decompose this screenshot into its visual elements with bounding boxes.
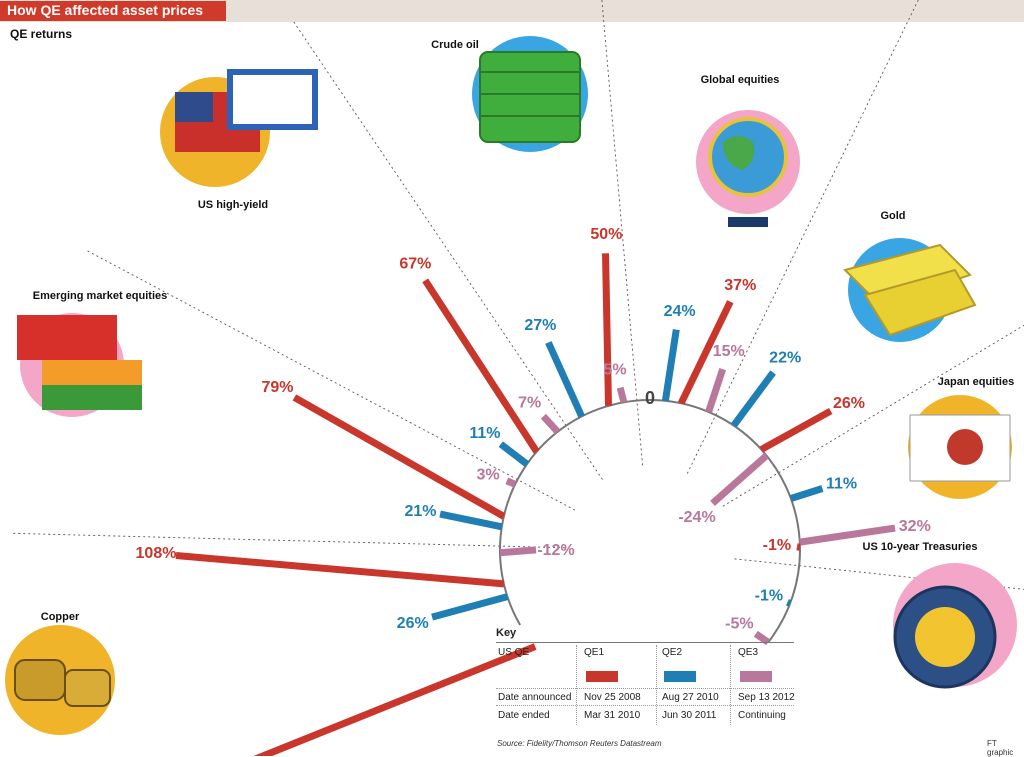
key-qe3-announced: Sep 13 2012 xyxy=(738,692,795,703)
value-label-us-10-year-treasuries-qe3: -5% xyxy=(725,615,753,632)
value-label-global-equities-qe1: 50% xyxy=(590,226,622,243)
key-qe3-name: QE3 xyxy=(738,647,759,658)
value-label-us-high-yield-qe1: 79% xyxy=(261,379,293,396)
bar-us-10-year-treasuries-qe1 xyxy=(796,543,801,551)
zero-label: 0 xyxy=(645,388,655,408)
value-label-us-10-year-treasuries-qe2: -1% xyxy=(755,588,783,605)
key-qe2-announced: Aug 27 2010 xyxy=(662,692,719,703)
value-label-gold-qe1: 37% xyxy=(724,277,756,294)
key-qe2-swatch xyxy=(664,671,696,682)
treasury-seal-icon xyxy=(893,563,1017,689)
bar-us-10-year-treasuries-qe3 xyxy=(753,630,771,646)
category-label-us-high-yield: US high-yield xyxy=(198,199,268,211)
category-label-emerging-market-equities: Emerging market equities xyxy=(33,290,168,302)
credit-note: FT graphic xyxy=(987,739,1014,757)
key-qe3-swatch xyxy=(740,671,772,682)
category-label-japan-equities: Japan equities xyxy=(938,376,1014,388)
category-label-us-10-year-treasuries: US 10-year Treasuries xyxy=(863,541,978,553)
key-qe3-ended: Continuing xyxy=(738,710,786,721)
value-label-global-equities-qe3: 15% xyxy=(713,343,745,360)
value-label-gold-qe2: 22% xyxy=(769,350,801,367)
bar-copper-qe3 xyxy=(499,546,537,557)
key-panel: Key US QE Date announced Date ended QE1 … xyxy=(496,627,795,725)
value-label-gold-qe3: -24% xyxy=(678,509,715,526)
value-label-us-high-yield-qe2: 11% xyxy=(469,425,500,442)
japan-flag-icon xyxy=(908,395,1012,499)
category-label-crude-oil: Crude oil xyxy=(431,39,479,51)
key-qe1-swatch xyxy=(586,671,618,682)
value-label-crude-oil-qe2: 27% xyxy=(524,317,556,334)
bar-japan-equities-qe3 xyxy=(799,524,896,546)
value-label-japan-equities-qe1: 26% xyxy=(833,395,865,412)
us-greece-flags-icon xyxy=(160,69,318,187)
bar-crude-oil-qe1 xyxy=(422,278,540,454)
header-banner: How QE affected asset prices xyxy=(0,0,1024,22)
key-qe2-name: QE2 xyxy=(662,647,683,658)
bar-japan-equities-qe2 xyxy=(789,485,824,502)
divider-line xyxy=(84,249,576,511)
bar-gold-qe2 xyxy=(730,370,776,428)
bar-emerging-market-equities-qe3 xyxy=(505,477,517,488)
bar-crude-oil-qe3 xyxy=(616,386,628,404)
category-label-global-equities: Global equities xyxy=(701,74,780,86)
bar-us-10-year-treasuries-qe2 xyxy=(785,599,792,607)
value-label-japan-equities-qe3: 32% xyxy=(899,518,931,535)
page-title: How QE affected asset prices xyxy=(7,2,204,18)
value-label-us-high-yield-qe3: 7% xyxy=(518,395,541,412)
labels: Copper Emerging market equities US high-yi… xyxy=(33,39,1014,632)
bar-global-equities-qe2 xyxy=(661,329,680,402)
bar-copper-qe2 xyxy=(431,593,509,621)
oil-barrels-icon xyxy=(472,36,588,152)
bar-japan-equities-qe1 xyxy=(759,407,833,453)
value-label-us-10-year-treasuries-qe1: -1% xyxy=(763,537,791,554)
bar-emerging-market-equities-qe1 xyxy=(175,552,505,588)
bar-us-high-yield-qe3 xyxy=(540,413,561,435)
value-label-copper-qe3: -12% xyxy=(537,542,574,559)
key-qe1-name: QE1 xyxy=(584,647,605,658)
globe-icon xyxy=(696,110,800,227)
value-label-global-equities-qe2: 24% xyxy=(664,303,696,320)
bars xyxy=(175,253,896,756)
bar-gold-qe3 xyxy=(710,452,769,507)
zero-arc xyxy=(499,398,801,643)
value-label-copper-qe2: 26% xyxy=(397,615,429,632)
key-table: US QE Date announced Date ended QE1 Nov … xyxy=(496,642,795,725)
copper-fittings-icon xyxy=(5,625,115,735)
bar-us-high-yield-qe1 xyxy=(292,394,506,520)
bar-global-equities-qe3 xyxy=(705,368,727,413)
bar-copper-qe1 xyxy=(253,643,537,756)
key-qe1-ended: Mar 31 2010 xyxy=(584,710,641,721)
key-qe2-ended: Jun 30 2011 xyxy=(662,710,717,721)
category-icons xyxy=(5,36,1017,735)
title-background xyxy=(0,1,226,21)
bar-crude-oil-qe2 xyxy=(545,341,585,418)
key-title: Key xyxy=(496,627,517,639)
key-row-announced: Date announced xyxy=(498,692,572,703)
bar-gold-qe1 xyxy=(677,300,734,405)
key-row-us-qe: US QE xyxy=(498,647,530,658)
bar-us-high-yield-qe2 xyxy=(498,441,530,467)
chart-subtitle: QE returns xyxy=(10,27,73,41)
gold-bars-icon xyxy=(843,238,977,342)
category-label-copper: Copper xyxy=(41,611,80,623)
value-label-crude-oil-qe1: 67% xyxy=(399,256,431,273)
china-india-flags-icon xyxy=(17,313,142,417)
key-row-ended: Date ended xyxy=(498,710,550,721)
bar-global-equities-qe1 xyxy=(602,253,612,406)
divider-line xyxy=(686,0,919,474)
source-note: Source: Fidelity/Thomson Reuters Datastr… xyxy=(497,739,662,748)
value-label-emerging-market-equities-qe3: 3% xyxy=(477,467,500,484)
value-label-crude-oil-qe3: 5% xyxy=(604,361,627,378)
divider-line xyxy=(10,532,566,549)
bar-emerging-market-equities-qe2 xyxy=(439,510,503,531)
value-label-japan-equities-qe2: 11% xyxy=(826,476,857,493)
key-qe1-announced: Nov 25 2008 xyxy=(584,692,641,703)
category-label-gold: Gold xyxy=(880,210,905,222)
value-label-emerging-market-equities-qe1: 108% xyxy=(136,545,177,562)
value-label-emerging-market-equities-qe2: 21% xyxy=(404,503,436,520)
